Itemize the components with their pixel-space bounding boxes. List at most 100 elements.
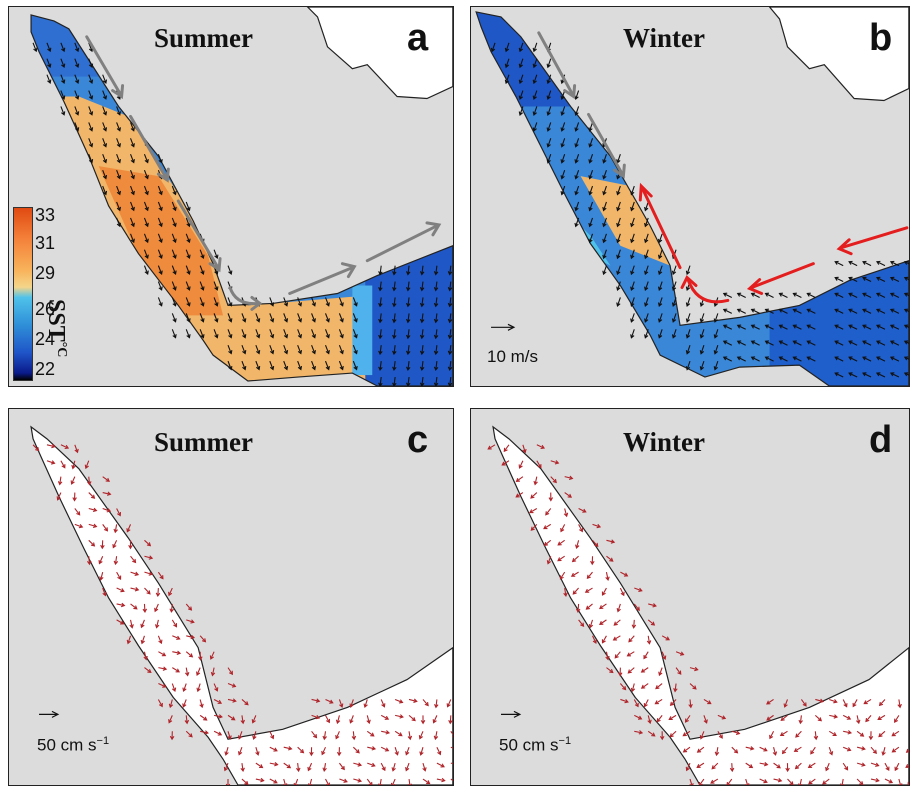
wind-arrow — [574, 90, 580, 101]
colorbar-tick-29: 29 — [35, 263, 56, 283]
current-arrow — [309, 747, 314, 757]
wind-arrow — [834, 260, 844, 267]
wind-arrow — [227, 329, 233, 339]
current-arrow — [647, 619, 656, 626]
current-arrow — [84, 460, 90, 470]
wind-arrow — [199, 265, 205, 275]
wind-arrow — [324, 313, 330, 323]
current-arrow — [335, 731, 340, 740]
wind-arrow — [532, 122, 538, 132]
current-arrow — [252, 731, 257, 740]
current-arrow — [390, 778, 396, 785]
wind-arrow — [546, 154, 552, 164]
wind-arrow — [241, 313, 247, 323]
current-arrow — [325, 698, 334, 704]
wind-arrow — [213, 281, 219, 291]
panel-a-map — [30, 7, 453, 386]
wind-arrow — [406, 345, 411, 356]
current-arrow — [172, 667, 180, 673]
wind-vectors-a — [32, 42, 453, 386]
wind-arrow — [378, 361, 383, 372]
current-arrow — [601, 587, 607, 596]
current-arrow — [616, 603, 621, 613]
current-arrow — [822, 778, 830, 785]
wind-arrow — [130, 185, 135, 196]
current-arrow — [659, 731, 665, 741]
wind-arrow — [862, 356, 872, 362]
wind-arrow — [778, 324, 788, 330]
red-sea-outline-c — [30, 425, 453, 785]
current-arrow — [590, 556, 595, 566]
wind-arrow — [447, 361, 453, 372]
wind-arrow — [338, 297, 344, 307]
wind-arrow — [875, 340, 886, 346]
current-arrow — [572, 587, 579, 595]
wind-arrow — [630, 265, 635, 276]
colorbar-tick-26: 26 — [35, 299, 56, 319]
current-arrow — [116, 587, 125, 593]
wind-arrow — [88, 90, 94, 100]
wind-arrow — [171, 313, 177, 323]
wind-arrow — [630, 297, 635, 307]
wind-arrow — [699, 329, 705, 339]
wind-arrow — [88, 154, 94, 164]
winter-inflow-arrows — [638, 182, 909, 304]
wind-arrow — [657, 297, 663, 307]
current-arrow — [116, 508, 122, 517]
current-arrow — [898, 778, 903, 785]
current-arrow — [634, 730, 644, 735]
wind-arrow — [903, 260, 909, 265]
wind-arrow — [750, 308, 760, 314]
wind-arrow — [338, 313, 344, 323]
current-arrow — [699, 731, 705, 740]
current-arrow — [46, 460, 56, 465]
wind-arrow — [143, 154, 149, 164]
wind-arrow — [171, 329, 177, 339]
wind-arrow — [588, 201, 594, 212]
wind-arrow — [269, 345, 275, 355]
wind-arrow — [116, 201, 121, 212]
wind-arrow — [588, 122, 594, 132]
current-arrow — [168, 699, 174, 709]
wind-arrow — [560, 154, 566, 164]
wind-arrow — [255, 345, 261, 355]
wind-arrow — [433, 265, 439, 276]
wind-arrow — [630, 313, 635, 323]
wind-arrow — [630, 281, 635, 292]
wind-arrow — [447, 281, 453, 292]
wind-arrow — [889, 340, 900, 346]
current-arrow — [418, 731, 424, 740]
current-arrow — [564, 492, 573, 498]
wind-arrow — [806, 292, 816, 298]
current-arrow — [828, 730, 837, 737]
current-arrow — [633, 603, 640, 612]
wind-arrow — [518, 42, 524, 53]
panel-a-summer-sst-wind: Summer a 33 31 29 26 24 22 SST°C — [8, 6, 454, 387]
wind-arrow — [602, 265, 607, 276]
current-arrow — [321, 746, 326, 756]
wind-arrow — [447, 329, 453, 340]
current-arrow — [185, 603, 193, 611]
current-arrow — [842, 746, 852, 752]
wind-arrow — [685, 313, 691, 323]
current-arrow — [648, 603, 657, 608]
current-arrow — [297, 746, 305, 754]
wind-arrow — [644, 313, 649, 323]
sinai-land — [306, 7, 453, 100]
current-arrow — [380, 762, 386, 772]
wind-arrow — [518, 106, 524, 116]
wind-arrow — [283, 297, 289, 307]
current-arrow — [325, 778, 330, 785]
wind-arrow — [560, 138, 566, 148]
wind-arrow — [792, 308, 802, 314]
wind-arrow — [889, 292, 900, 298]
wind-arrow — [171, 297, 177, 307]
wind-arrow — [311, 360, 316, 371]
current-arrow — [446, 699, 452, 708]
wind-arrow — [378, 281, 383, 292]
wind-arrow — [588, 154, 594, 164]
current-arrow — [843, 730, 853, 735]
current-arrow — [503, 444, 510, 453]
current-arrow — [227, 714, 236, 721]
current-arrow — [210, 667, 216, 677]
